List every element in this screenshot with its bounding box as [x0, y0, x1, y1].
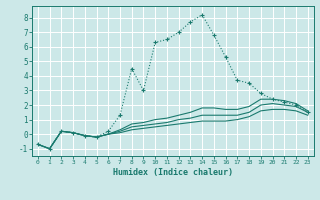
X-axis label: Humidex (Indice chaleur): Humidex (Indice chaleur)	[113, 168, 233, 177]
